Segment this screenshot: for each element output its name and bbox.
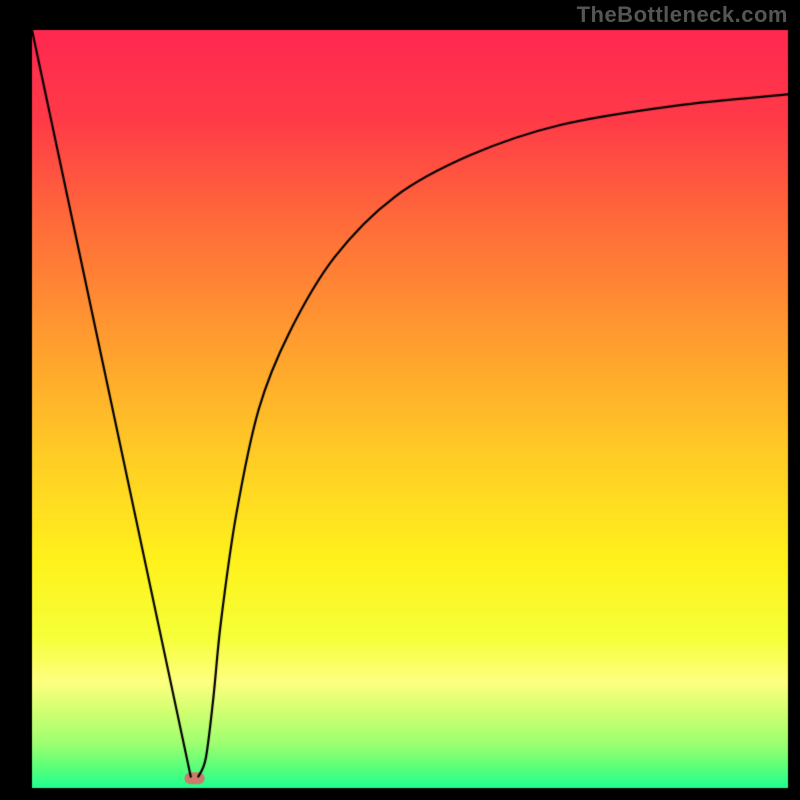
bottleneck-chart-canvas [0,0,800,800]
chart-container: TheBottleneck.com [0,0,800,800]
